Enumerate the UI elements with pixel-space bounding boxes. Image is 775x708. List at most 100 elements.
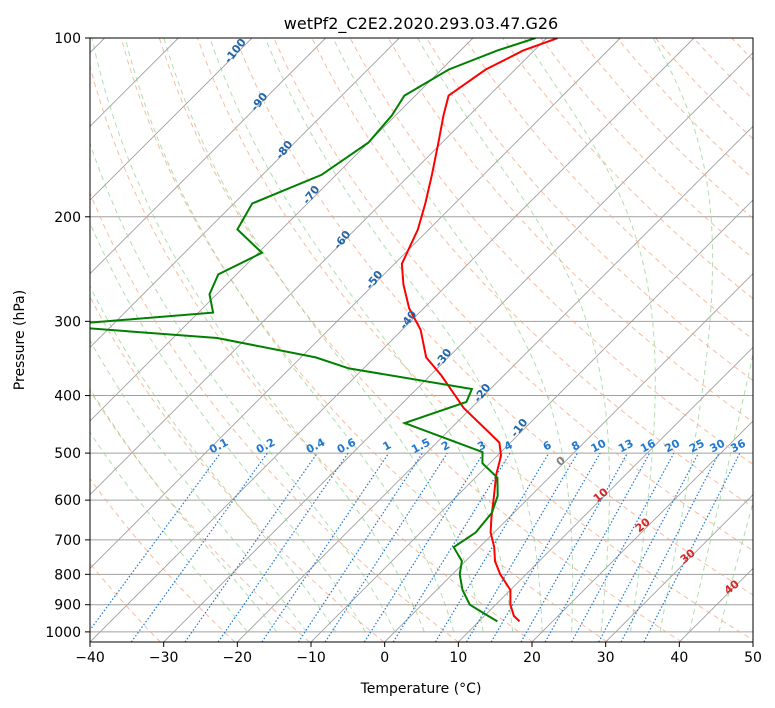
moist-adiabat <box>163 38 484 633</box>
dry-adiabat <box>90 295 385 642</box>
moist-adiabat <box>332 38 574 632</box>
mixing-ratio-label: 30 <box>708 437 728 456</box>
moist-adiabat <box>90 339 307 633</box>
x-axis-label: Temperature (°C) <box>360 681 482 697</box>
dry-adiabat-label: -10 <box>508 416 531 440</box>
dewpoint-line <box>90 38 536 623</box>
dry-adiabat <box>387 38 753 423</box>
y-tick-label: 100 <box>54 31 81 47</box>
x-tick-label: −20 <box>223 650 253 666</box>
isotherm-line <box>163 52 753 642</box>
dry-adiabat <box>770 38 775 642</box>
dry-adiabat-label: -50 <box>363 268 386 292</box>
moist-adiabat <box>209 38 514 632</box>
x-tick-label: −40 <box>75 650 105 666</box>
mixing-ratio-line <box>598 452 700 642</box>
moist-adiabat <box>124 38 455 633</box>
mixing-ratio-line <box>434 452 550 642</box>
isotherm-line <box>384 273 753 642</box>
mixing-ratio-line <box>544 452 651 642</box>
x-tick-label: −10 <box>296 650 326 666</box>
dry-adiabat <box>197 38 753 641</box>
moist-adiabat <box>688 351 753 633</box>
dry-adiabat <box>90 191 459 642</box>
mixing-ratio-line <box>363 452 484 642</box>
moist-adiabat <box>264 38 543 632</box>
isotherm-line <box>679 567 753 642</box>
x-tick-label: 0 <box>380 650 389 666</box>
mixing-ratio-line <box>217 452 349 642</box>
isotherm-line <box>90 38 400 348</box>
moist-adiabat <box>90 431 248 633</box>
isotherm-line <box>752 641 753 642</box>
dry-adiabat-label: -80 <box>273 138 296 162</box>
plot-frame <box>89 37 754 643</box>
dry-adiabat <box>90 562 161 642</box>
dry-adiabat-label: 10 <box>591 485 611 505</box>
background-grid <box>0 38 775 642</box>
dry-adiabat <box>120 38 608 642</box>
isotherm-line <box>237 125 753 642</box>
x-tick-label: 30 <box>597 650 615 666</box>
isotherm-line <box>90 38 326 275</box>
mixing-ratio-label: 25 <box>687 437 707 456</box>
axes: −40 −30 −20 −10 0 10 20 30 40 50 100 200 300 400 500 60… <box>45 31 762 666</box>
moist-adiabat <box>652 38 714 632</box>
dry-adiabat <box>502 38 753 300</box>
temperature-line <box>400 38 559 623</box>
mixing-ratio-label: 16 <box>638 437 658 456</box>
mixing-ratio-line <box>324 452 448 642</box>
dry-adiabat-label: -90 <box>248 90 271 114</box>
moist-adiabat <box>90 221 366 633</box>
y-tick-label: 900 <box>54 598 81 614</box>
mixing-ratio-label: 36 <box>728 437 748 456</box>
x-tick-label: 10 <box>449 650 467 666</box>
y-tick-label: 200 <box>54 210 81 226</box>
mixing-ratio-label: 1 <box>381 438 394 453</box>
dry-adiabat <box>273 38 753 552</box>
x-tick-label: 50 <box>744 650 762 666</box>
y-tick-label: 700 <box>54 533 81 549</box>
mixing-ratio-label: 13 <box>616 437 636 456</box>
isotherm-line <box>90 38 695 642</box>
y-tick-label: 1000 <box>45 625 81 641</box>
mixing-ratio-line <box>520 452 629 642</box>
mixing-ratio-line <box>261 452 390 642</box>
mixing-ratio-line <box>130 452 268 642</box>
dry-adiabat <box>235 38 753 596</box>
mixing-ratio-line <box>465 452 578 642</box>
dry-adiabat <box>693 38 753 101</box>
isotherm-line <box>310 199 753 642</box>
mixing-ratio-label: 10 <box>589 437 609 456</box>
mixing-ratio-line <box>297 452 423 642</box>
y-tick-label: 300 <box>54 314 81 330</box>
mixing-ratio-label: 20 <box>662 437 682 456</box>
mixing-ratio-line <box>90 452 221 631</box>
x-tick-label: −30 <box>149 650 179 666</box>
x-tick-label: 20 <box>523 650 541 666</box>
dry-adiabat-label: -70 <box>300 183 323 207</box>
mixing-ratio-label: 6 <box>541 438 554 453</box>
dry-adiabat <box>349 38 753 465</box>
y-tick-label: 500 <box>54 446 81 462</box>
mixing-ratio-line <box>571 452 675 642</box>
isotherm-line <box>90 38 253 201</box>
isotherm-line <box>605 494 753 642</box>
dry-adiabat-label: 40 <box>722 577 742 597</box>
moist-adiabat <box>90 387 278 633</box>
y-tick-label: 800 <box>54 567 81 583</box>
isotherm-line <box>458 346 753 642</box>
mixing-ratio-line <box>490 452 601 642</box>
dry-adiabat-label: -60 <box>331 228 354 252</box>
chart-title: wetPf2_C2E2.2020.293.03.47.G26 <box>284 14 558 34</box>
x-tick-label: 40 <box>670 650 688 666</box>
mixing-ratio-line <box>392 452 511 642</box>
dry-adiabat <box>0 38 11 642</box>
sounding-lines <box>90 38 559 623</box>
dry-adiabat <box>90 477 236 642</box>
moist-adiabat <box>91 38 425 633</box>
dry-adiabat <box>425 38 753 382</box>
mixing-ratio-label: 4 <box>502 438 515 453</box>
y-axis-label: Pressure (hPa) <box>12 290 28 390</box>
